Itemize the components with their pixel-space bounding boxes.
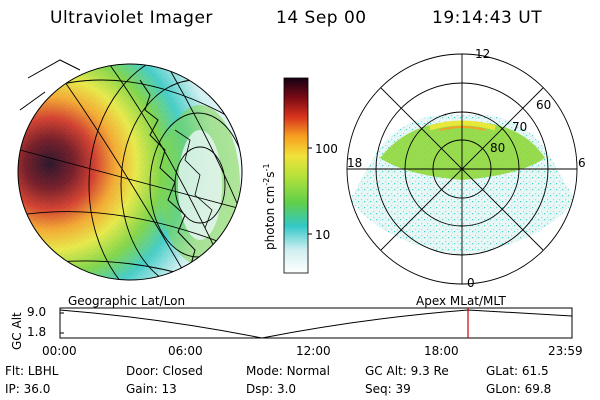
mlt-label-12: 12 — [475, 47, 491, 61]
mlt-label-6: 6 — [578, 156, 586, 170]
param-glon: GLon: 69.8 — [486, 382, 552, 396]
param-glat: GLat: 61.5 — [486, 364, 549, 378]
colorbar-tick-100: 100 — [315, 142, 338, 156]
strip-y-axis-label: GC Alt — [10, 312, 24, 350]
param-gain: Gain: 13 — [126, 382, 177, 396]
strip-x-tick-0000: 00:00 — [42, 344, 77, 358]
param-ip: IP: 36.0 — [5, 382, 51, 396]
strip-y-tick-9: 9.0 — [27, 305, 47, 319]
param-dsp: Dsp: 3.0 — [246, 382, 297, 396]
strip-right-title: Apex MLat/MLT — [416, 294, 506, 308]
mlt-label-18: 18 — [347, 156, 363, 170]
strip-x-tick-1800: 18:00 — [424, 344, 459, 358]
strip-x-tick-0600: 06:00 — [168, 344, 203, 358]
lat-label-80: 80 — [490, 141, 506, 155]
colorbar-tick-10: 10 — [315, 228, 331, 242]
lat-label-70: 70 — [512, 120, 528, 134]
polar-mlat-mlt-plot — [346, 53, 578, 285]
param-seq: Seq: 39 — [365, 382, 411, 396]
strip-left-title: Geographic Lat/Lon — [68, 294, 186, 308]
instrument-title: Ultraviolet Imager — [50, 8, 213, 28]
mlt-label-0: 0 — [467, 276, 475, 290]
date-title: 14 Sep 00 — [276, 8, 367, 28]
param-filter: Flt: LBHL — [5, 364, 59, 378]
strip-x-tick-1200: 12:00 — [296, 344, 331, 358]
param-gc-alt: GC Alt: 9.3 Re — [365, 364, 449, 378]
param-mode: Mode: Normal — [246, 364, 330, 378]
intensity-colorbar — [283, 77, 312, 274]
colorbar-units-label: photon cm-2s-1 — [262, 163, 277, 250]
orbit-altitude-strip — [59, 307, 573, 339]
strip-y-tick-1-8: 1.8 — [27, 325, 47, 339]
lat-label-60: 60 — [536, 98, 552, 112]
geographic-globe — [17, 59, 243, 281]
param-door: Door: Closed — [126, 364, 203, 378]
strip-x-tick-2359: 23:59 — [548, 344, 583, 358]
time-title: 19:14:43 UT — [432, 8, 543, 28]
